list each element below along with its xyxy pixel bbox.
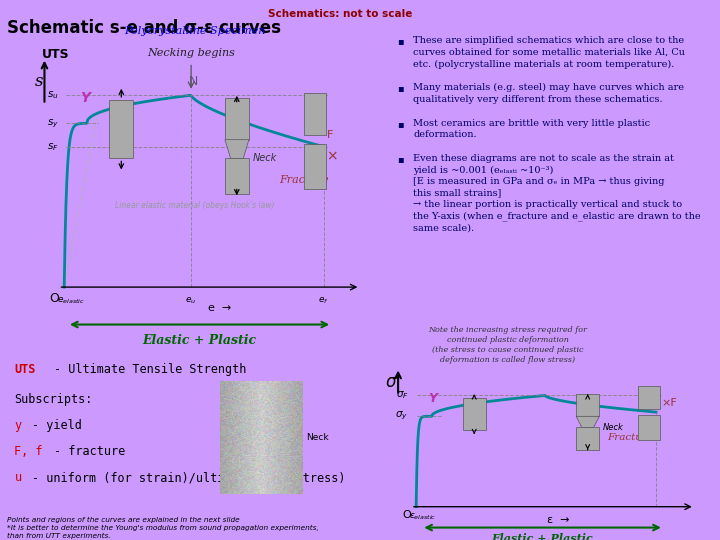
Text: Schematic s-e and σ-ε curves: Schematic s-e and σ-ε curves xyxy=(7,19,282,37)
Text: $e_f$: $e_f$ xyxy=(318,295,329,306)
Polygon shape xyxy=(576,416,599,428)
FancyBboxPatch shape xyxy=(462,398,486,430)
Text: Points and regions of the curves are explained in the next slide
*It is better t: Points and regions of the curves are exp… xyxy=(7,516,319,539)
Text: F: F xyxy=(326,130,333,140)
FancyBboxPatch shape xyxy=(225,98,249,140)
Text: σ: σ xyxy=(385,373,395,390)
Text: $\epsilon_{elastic}$: $\epsilon_{elastic}$ xyxy=(409,511,436,522)
Text: N: N xyxy=(189,75,199,88)
Text: ▪: ▪ xyxy=(397,83,403,93)
Text: ▪: ▪ xyxy=(397,154,403,164)
Text: $e_u$: $e_u$ xyxy=(186,295,197,306)
FancyBboxPatch shape xyxy=(638,415,660,440)
FancyBboxPatch shape xyxy=(304,93,326,135)
Text: Neck: Neck xyxy=(603,423,624,432)
Text: Fracture: Fracture xyxy=(279,175,329,185)
Text: $e_{elastic}$: $e_{elastic}$ xyxy=(58,295,85,306)
Text: $s_y$: $s_y$ xyxy=(47,117,58,130)
Polygon shape xyxy=(225,140,249,158)
Text: Subscripts:: Subscripts: xyxy=(14,393,93,406)
Text: Most ceramics are brittle with very little plastic
deformation.: Most ceramics are brittle with very litt… xyxy=(413,119,650,139)
Text: Many materials (e.g. steel) may have curves which are
qualitatively very differe: Many materials (e.g. steel) may have cur… xyxy=(413,83,684,104)
Text: These are simplified schematics which are close to the
curves obtained for some : These are simplified schematics which ar… xyxy=(413,37,685,69)
FancyBboxPatch shape xyxy=(576,428,599,450)
Text: Note the increasing stress required for
continued plastic deformation
(the stres: Note the increasing stress required for … xyxy=(428,326,587,364)
FancyBboxPatch shape xyxy=(304,144,326,189)
Text: Neck: Neck xyxy=(253,153,277,164)
Text: ▪: ▪ xyxy=(397,37,403,46)
Text: Elastic + Plastic: Elastic + Plastic xyxy=(143,334,256,347)
Text: ε  →: ε → xyxy=(546,515,570,525)
Text: y: y xyxy=(14,419,22,432)
Text: s: s xyxy=(35,73,43,90)
Text: UTS: UTS xyxy=(14,363,36,376)
Text: Neck: Neck xyxy=(307,433,329,442)
Text: - Ultimate Tensile Strength: - Ultimate Tensile Strength xyxy=(54,363,246,376)
Text: Polycrystalline Specimen: Polycrystalline Specimen xyxy=(124,26,265,36)
Text: - yield: - yield xyxy=(32,419,82,432)
FancyBboxPatch shape xyxy=(109,100,133,158)
Text: Even these diagrams are not to scale as the strain at
yield is ~0.001 (eₑₗₐₛₜᵢ⁣ : Even these diagrams are not to scale as … xyxy=(413,154,701,233)
Text: Fracture: Fracture xyxy=(607,433,653,442)
FancyBboxPatch shape xyxy=(225,158,249,193)
Text: Schematics: not to scale: Schematics: not to scale xyxy=(268,9,413,19)
Text: $s_u$: $s_u$ xyxy=(47,89,58,101)
Text: - fracture: - fracture xyxy=(54,445,125,458)
Text: $s_F$: $s_F$ xyxy=(47,141,58,153)
FancyBboxPatch shape xyxy=(576,394,599,416)
Text: Y: Y xyxy=(80,91,90,105)
FancyBboxPatch shape xyxy=(638,386,660,409)
Text: ×: × xyxy=(326,149,338,163)
Text: Necking begins: Necking begins xyxy=(147,48,235,58)
Text: Y: Y xyxy=(428,392,437,405)
Text: u: u xyxy=(14,471,22,484)
Text: e  →: e → xyxy=(207,303,231,314)
Text: O: O xyxy=(402,510,412,520)
Text: O: O xyxy=(50,292,59,305)
Text: $\sigma_F$: $\sigma_F$ xyxy=(395,389,408,401)
Text: Elastic + Plastic: Elastic + Plastic xyxy=(492,533,593,540)
Text: - uniform (for strain)/ultimate (for stress): - uniform (for strain)/ultimate (for str… xyxy=(32,471,346,484)
Text: Linear elastic material (obeys Hook's law): Linear elastic material (obeys Hook's la… xyxy=(115,201,274,210)
Text: UTS: UTS xyxy=(42,49,69,62)
Text: F, f: F, f xyxy=(14,445,43,458)
Text: ▪: ▪ xyxy=(397,119,403,129)
Text: $\sigma_y$: $\sigma_y$ xyxy=(395,410,408,422)
Text: ×F: ×F xyxy=(661,398,677,408)
